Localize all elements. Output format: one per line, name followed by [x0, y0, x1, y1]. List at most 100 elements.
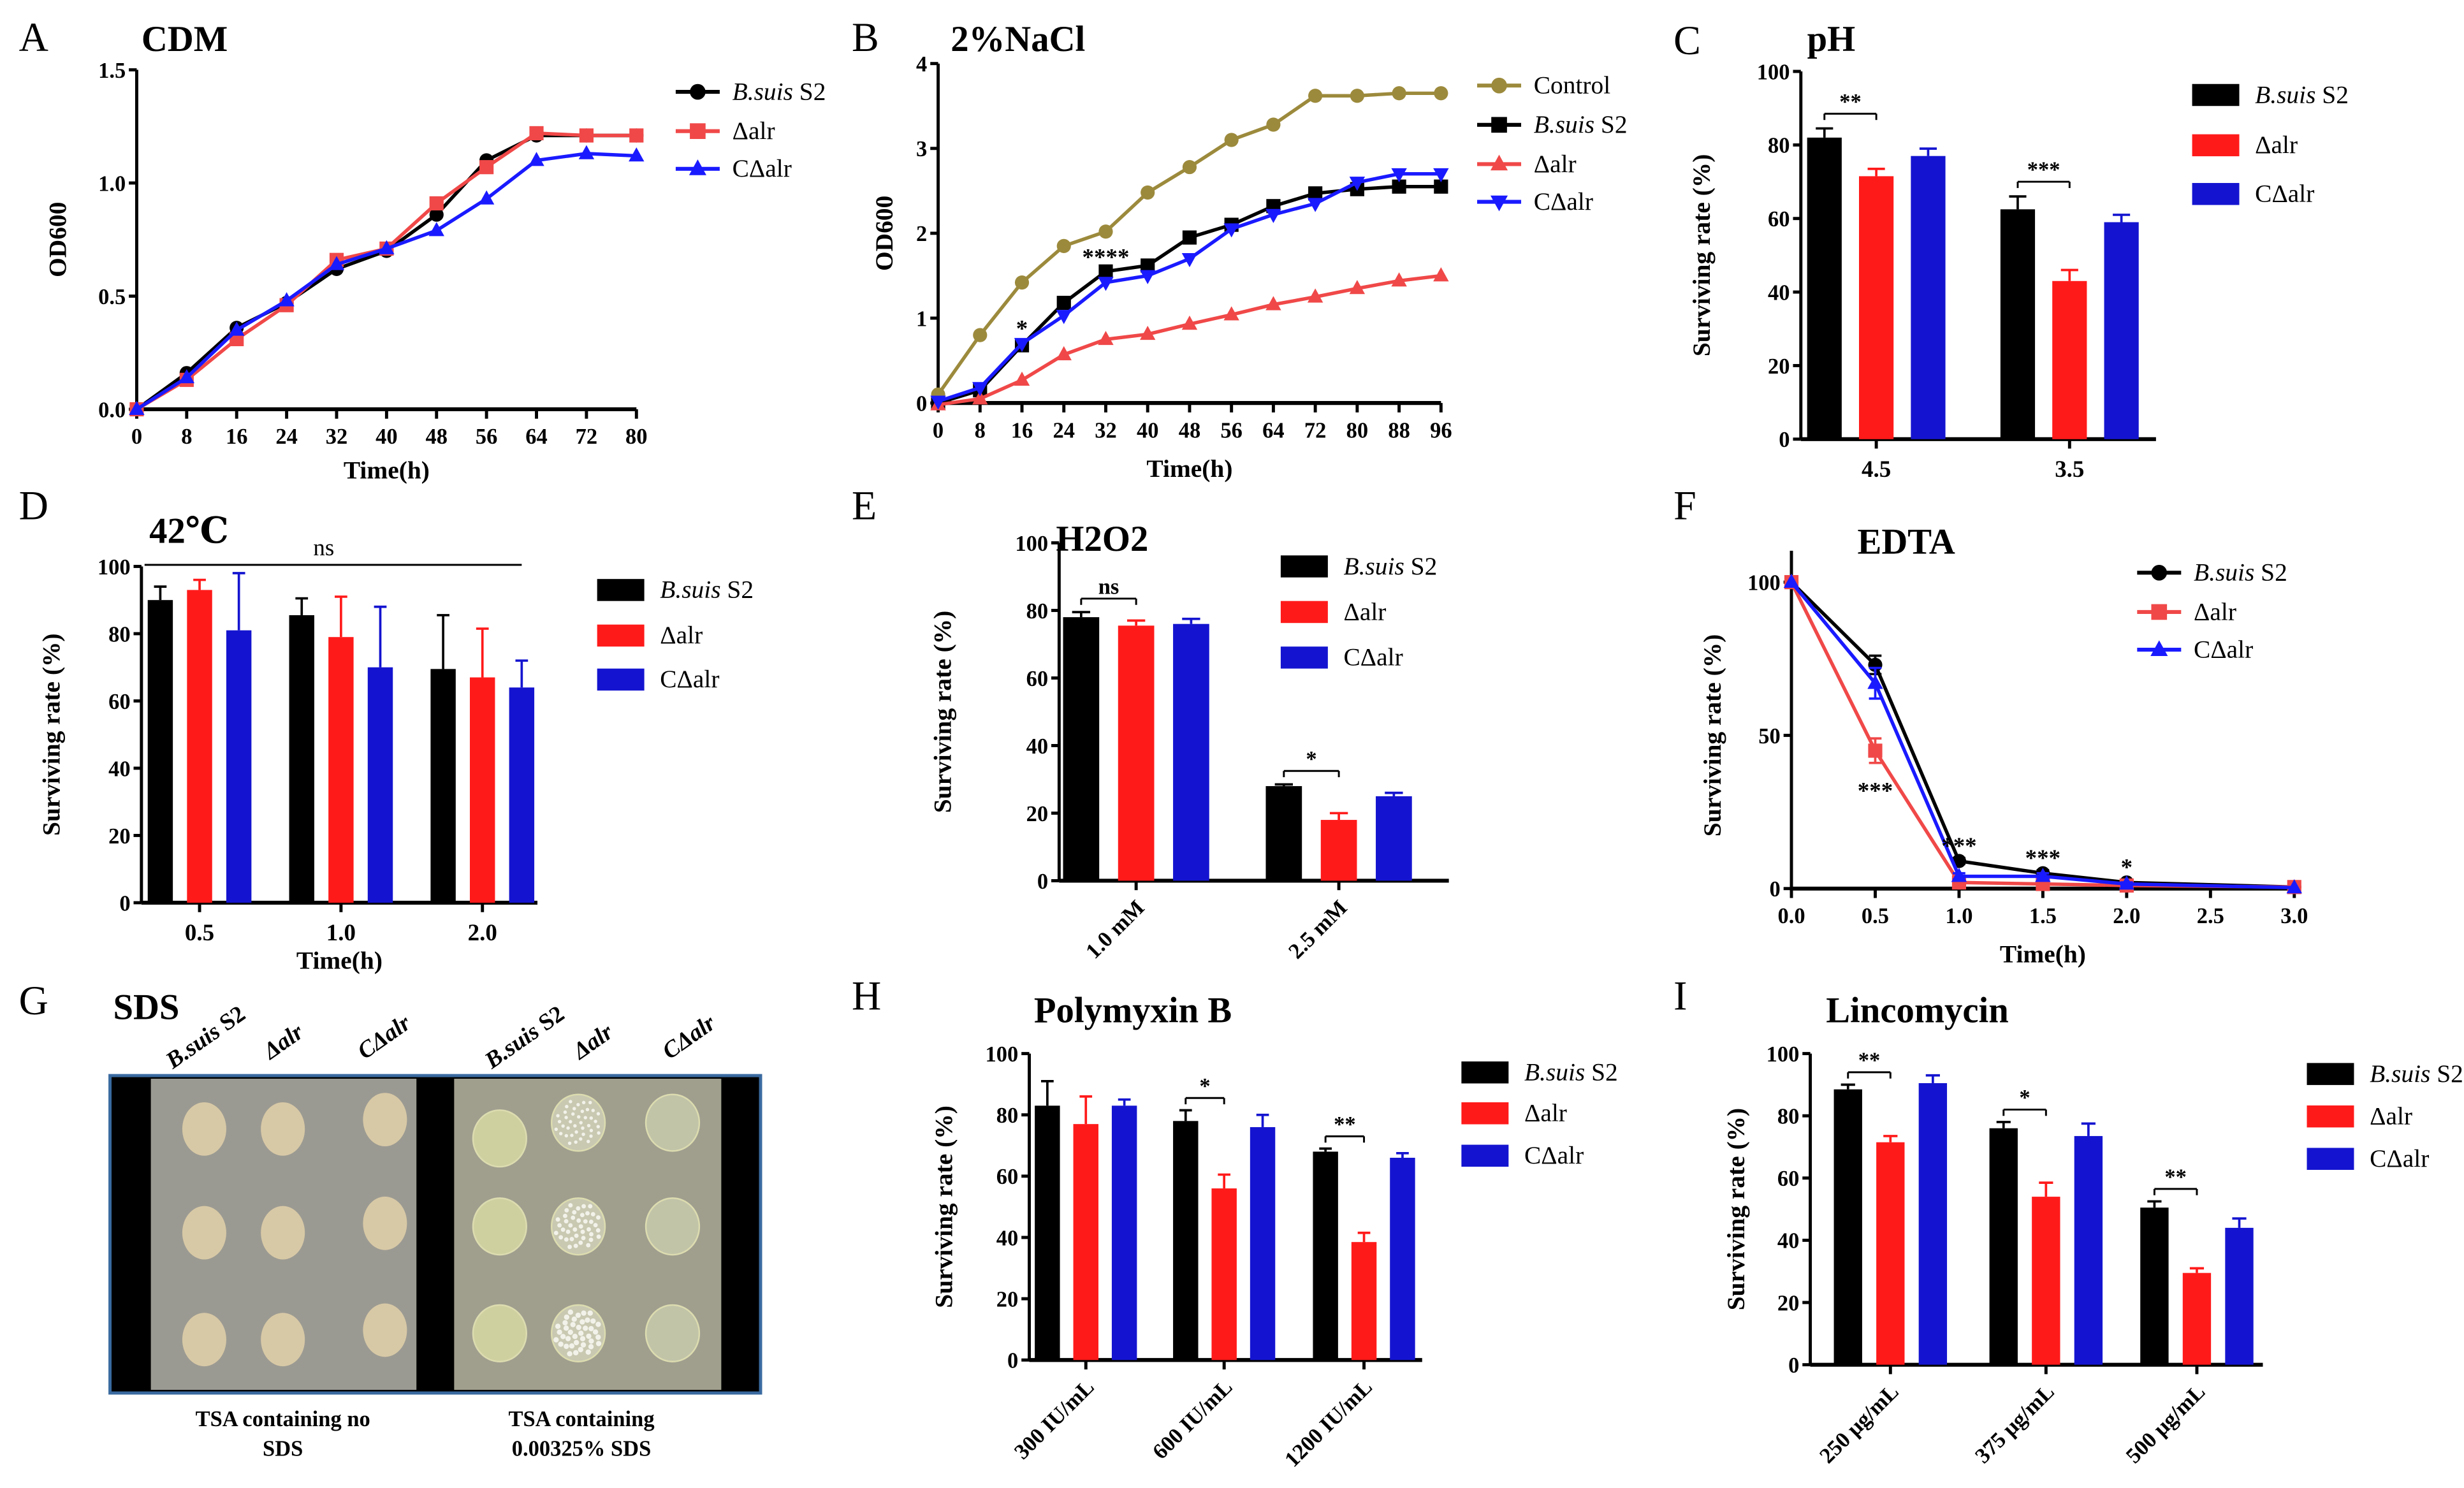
- legend-swatch: [1280, 601, 1328, 624]
- panel-letter: C: [1673, 18, 1701, 63]
- colony-texture-dot: [588, 1100, 592, 1105]
- bar: [1390, 1158, 1415, 1360]
- bar: [1833, 1089, 1862, 1365]
- colony-texture-dot: [567, 1244, 572, 1250]
- colony-texture-dot: [572, 1210, 577, 1215]
- colony-texture-dot: [571, 1317, 577, 1322]
- colony-texture-dot: [595, 1341, 602, 1346]
- legend-label: Δalr: [660, 621, 703, 649]
- legend-item: Δalr: [1461, 1099, 1567, 1127]
- y-tick-label: 0.5: [98, 285, 126, 309]
- data-point-triangle-marker: [578, 145, 595, 159]
- legend-circle-marker: [690, 84, 706, 100]
- panel-title: EDTA: [1858, 522, 1955, 562]
- legend-label: Δalr: [1534, 150, 1577, 178]
- data-point-triangle-marker: [2035, 868, 2051, 882]
- bar: [2032, 1197, 2060, 1365]
- y-tick-label: 100: [986, 1042, 1019, 1067]
- panel-title: Lincomycin: [1826, 990, 2009, 1030]
- x-tick-label: 8: [181, 425, 192, 449]
- panel-letter: H: [852, 974, 881, 1019]
- colony-texture-dot: [561, 1124, 565, 1128]
- bar: [147, 600, 173, 903]
- colony-texture-dot: [571, 1112, 575, 1116]
- colony-texture-dot: [578, 1331, 584, 1336]
- y-tick-label: 80: [108, 622, 131, 646]
- legend-label: Δalr: [2194, 597, 2236, 625]
- data-point-triangle-marker: [1098, 330, 1114, 346]
- data-point-triangle-down-marker: [972, 382, 988, 397]
- y-tick-label: 50: [1758, 724, 1781, 748]
- bar: [1063, 617, 1100, 881]
- significance-label: **: [1334, 1112, 1356, 1137]
- colony-texture-dot: [588, 1344, 594, 1350]
- series-line: [1790, 581, 2294, 889]
- panel-letter: F: [1673, 483, 1696, 529]
- colony-texture-dot: [567, 1141, 572, 1145]
- x-tick-label: 64: [1262, 418, 1285, 442]
- x-tick-label: 8: [975, 418, 986, 442]
- colony-texture-dot: [562, 1213, 567, 1218]
- x-tick-label: 0.5: [185, 919, 214, 945]
- y-tick-label: 20: [108, 824, 131, 849]
- panel-title: SDS: [113, 987, 179, 1027]
- significance-label: ns: [313, 534, 334, 560]
- colony-spot: [261, 1313, 305, 1367]
- bar: [2225, 1227, 2254, 1365]
- x-tick-label: 0: [933, 418, 944, 442]
- x-tick-label: 0.0: [1777, 904, 1805, 928]
- bar: [1118, 625, 1155, 881]
- data-point-circle-marker: [973, 328, 988, 342]
- colony-spot: [645, 1304, 701, 1362]
- colony-texture-dot: [581, 1236, 586, 1241]
- legend-item: B.suis S2: [675, 77, 826, 105]
- colony-texture-dot: [565, 1336, 571, 1341]
- colony-texture-dot: [596, 1112, 601, 1116]
- colony-texture-dot: [564, 1134, 569, 1138]
- data-point-triangle-down-marker: [1433, 168, 1449, 183]
- legend-swatch: [1280, 555, 1328, 578]
- plate-photo: [108, 1074, 762, 1395]
- legend-swatch: [597, 668, 645, 691]
- colony-texture-dot: [576, 1324, 581, 1331]
- significance-label: **: [1839, 90, 1861, 114]
- legend-square-marker: [2151, 604, 2168, 620]
- colony-texture-dot: [564, 1219, 569, 1224]
- colony-texture-dot: [589, 1134, 593, 1138]
- legend-swatch: [1461, 1102, 1509, 1125]
- bar: [430, 669, 456, 903]
- colony-texture-dot: [576, 1206, 581, 1211]
- colony-texture-dot: [580, 1319, 585, 1325]
- colony-texture-dot: [594, 1120, 597, 1123]
- y-tick-label: 2: [916, 222, 927, 246]
- legend-label: Δalr: [2370, 1102, 2412, 1130]
- bar: [2000, 209, 2036, 439]
- x-tick-label: 1200 IU/mL: [1280, 1375, 1377, 1471]
- colony-texture-dot: [581, 1132, 585, 1136]
- x-tick-label: 2.0: [468, 919, 497, 945]
- colony-texture-dot: [591, 1109, 595, 1112]
- data-point-circle-marker: [1308, 89, 1323, 103]
- legend-label: Control: [1534, 71, 1611, 99]
- x-tick-label: 56: [1220, 418, 1243, 442]
- y-axis-label: Surviving rate (%): [1722, 1108, 1750, 1311]
- colony-texture-dot: [578, 1240, 583, 1245]
- y-tick-label: 1.5: [98, 59, 126, 83]
- colony-texture-dot: [572, 1334, 578, 1339]
- bar: [2182, 1273, 2212, 1365]
- data-point-triangle-down-marker: [1307, 198, 1323, 212]
- data-point-triangle-marker: [2286, 879, 2302, 894]
- colony-spot: [261, 1102, 305, 1156]
- bar: [1211, 1188, 1237, 1360]
- colony-texture-dot: [573, 1243, 578, 1248]
- series-line-group: [129, 128, 644, 417]
- x-tick-label: 16: [1011, 418, 1033, 442]
- y-tick-label: 100: [1747, 571, 1781, 595]
- data-point-triangle-marker: [1391, 272, 1407, 287]
- y-tick-label: 100: [1767, 1042, 1800, 1067]
- y-tick-label: 0: [1788, 1353, 1799, 1378]
- colony-texture-dot: [588, 1232, 594, 1237]
- legend-swatch: [1280, 646, 1328, 669]
- panel-B: B 2%NaCl 0 1 2 3 4 OD600 0 8 16 24 32 40 48 56 64 72 80 88 9…: [852, 15, 1628, 483]
- colony-texture-dot: [572, 1227, 578, 1232]
